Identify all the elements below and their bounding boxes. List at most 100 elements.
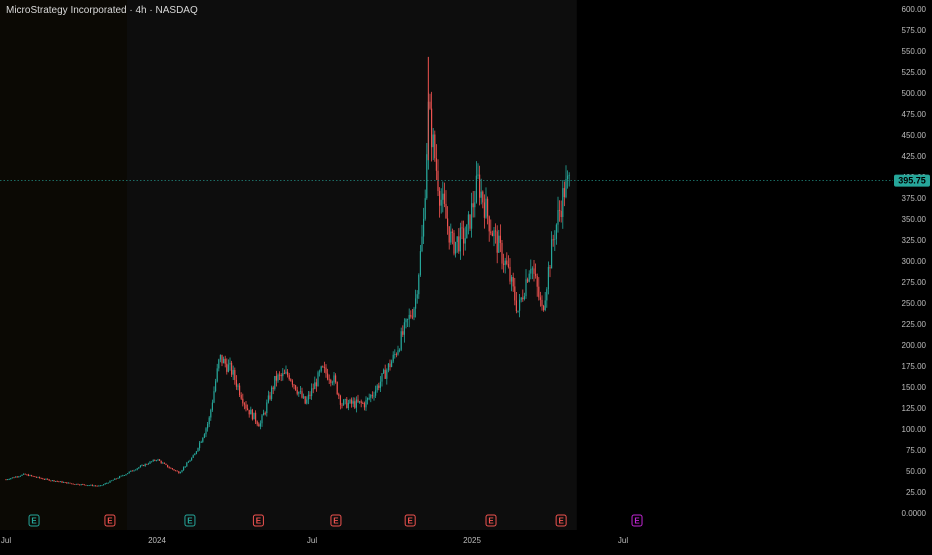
candle-body — [237, 385, 239, 387]
candle-body — [98, 485, 100, 487]
candle-body — [149, 461, 151, 464]
candle-body — [461, 227, 463, 229]
candle-body — [423, 218, 425, 237]
candle-body — [291, 380, 293, 385]
candle-body — [75, 483, 77, 485]
candle-body — [159, 459, 161, 461]
candle-body — [431, 108, 433, 148]
candle-body — [311, 388, 313, 397]
earnings-marker[interactable]: E — [330, 514, 342, 527]
candle-body — [96, 485, 98, 487]
earnings-marker[interactable]: E — [252, 514, 264, 527]
candle-body — [229, 362, 231, 365]
candle-body — [375, 390, 377, 396]
candle-body — [355, 399, 357, 408]
earnings-label: E — [107, 517, 113, 526]
candle-body — [309, 394, 311, 397]
candle-body — [162, 462, 164, 464]
y-tick-label: 575.00 — [902, 26, 927, 35]
candle-body — [506, 260, 508, 265]
earnings-marker[interactable]: E — [485, 514, 497, 527]
earnings-badge — [330, 514, 342, 527]
candle-body — [71, 483, 73, 485]
candle-body — [347, 403, 349, 409]
candle-body — [69, 482, 71, 484]
candle-body — [144, 464, 146, 466]
candle-body — [560, 210, 562, 218]
candle-body — [261, 415, 263, 424]
earnings-marker[interactable]: E — [104, 514, 116, 527]
candle-body — [224, 358, 226, 364]
candle-body — [63, 482, 65, 483]
earnings-label: E — [634, 517, 640, 526]
candle-body — [88, 485, 90, 487]
candle-body — [491, 233, 493, 237]
candle-body — [74, 484, 76, 485]
candle-body — [496, 231, 498, 253]
candle-body — [344, 399, 346, 401]
candle-body — [99, 485, 101, 487]
y-tick-label: 475.00 — [902, 110, 927, 119]
candle-body — [381, 373, 383, 382]
candle-body — [117, 478, 119, 479]
candle-body — [343, 400, 345, 406]
candle-body — [152, 459, 154, 462]
candle-body — [67, 482, 69, 484]
earnings-marker[interactable]: E — [28, 514, 40, 527]
candle-body — [13, 477, 15, 479]
candle-body — [552, 239, 554, 241]
candle-body — [303, 396, 305, 398]
candle-body — [448, 226, 450, 243]
candle-body — [130, 470, 132, 472]
earnings-marker[interactable]: E — [184, 514, 196, 527]
earnings-badge — [555, 514, 567, 527]
candle-body — [18, 476, 20, 478]
candle-body — [168, 467, 170, 469]
candle-body — [176, 470, 178, 472]
candle-body — [131, 470, 133, 472]
y-tick-label: 350.00 — [902, 215, 927, 224]
candle-body — [280, 374, 282, 377]
candle-body — [451, 231, 453, 233]
earnings-label: E — [408, 517, 414, 526]
earnings-label: E — [488, 517, 494, 526]
candle-body — [402, 331, 404, 335]
candle-body — [503, 263, 505, 265]
earnings-marker[interactable]: E — [404, 514, 416, 527]
candle-body — [47, 478, 49, 480]
candle-body — [543, 305, 545, 311]
candle-body — [287, 371, 289, 376]
candle-body — [7, 479, 9, 481]
candle-body — [403, 322, 405, 335]
earnings-marker[interactable]: E — [555, 514, 567, 527]
candle-body — [464, 238, 466, 244]
candle-body — [240, 394, 242, 399]
candle-body — [208, 417, 210, 425]
earnings-badge — [184, 514, 196, 527]
candle-body — [293, 384, 295, 386]
candle-body — [80, 484, 82, 486]
candle-body — [187, 461, 189, 463]
candle-body — [512, 277, 514, 287]
candle-body — [514, 286, 516, 301]
candle-body — [194, 453, 196, 456]
candle-body — [370, 394, 372, 398]
y-tick-label: 550.00 — [902, 47, 927, 56]
candle-body — [498, 235, 500, 253]
candle-body — [272, 387, 274, 389]
candle-body — [239, 385, 241, 395]
x-tick-label: 2024 — [148, 536, 166, 545]
y-tick-label: 525.00 — [902, 68, 927, 77]
candle-body — [250, 409, 252, 415]
candle-body — [538, 286, 540, 298]
candle-body — [386, 370, 388, 379]
earnings-label: E — [187, 517, 193, 526]
earnings-badge — [631, 514, 643, 527]
candle-body — [203, 434, 205, 438]
candle-body — [199, 442, 201, 448]
earnings-badge — [104, 514, 116, 527]
candle-body — [363, 403, 365, 408]
earnings-marker[interactable]: E — [631, 514, 643, 527]
